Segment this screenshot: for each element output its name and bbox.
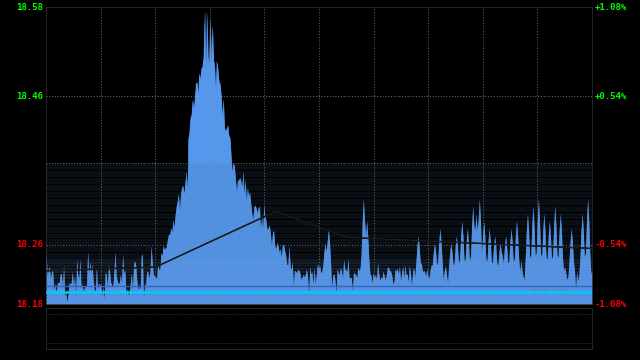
Text: 18.46: 18.46 bbox=[17, 92, 44, 101]
Text: 18.18: 18.18 bbox=[17, 300, 44, 309]
Text: sina.com: sina.com bbox=[532, 287, 570, 296]
Text: +0.54%: +0.54% bbox=[595, 92, 627, 101]
Text: -1.08%: -1.08% bbox=[595, 300, 627, 309]
Text: -0.54%: -0.54% bbox=[595, 240, 627, 249]
Text: +1.08%: +1.08% bbox=[595, 3, 627, 12]
Text: 18.58: 18.58 bbox=[17, 3, 44, 12]
Text: 18.26: 18.26 bbox=[17, 240, 44, 249]
